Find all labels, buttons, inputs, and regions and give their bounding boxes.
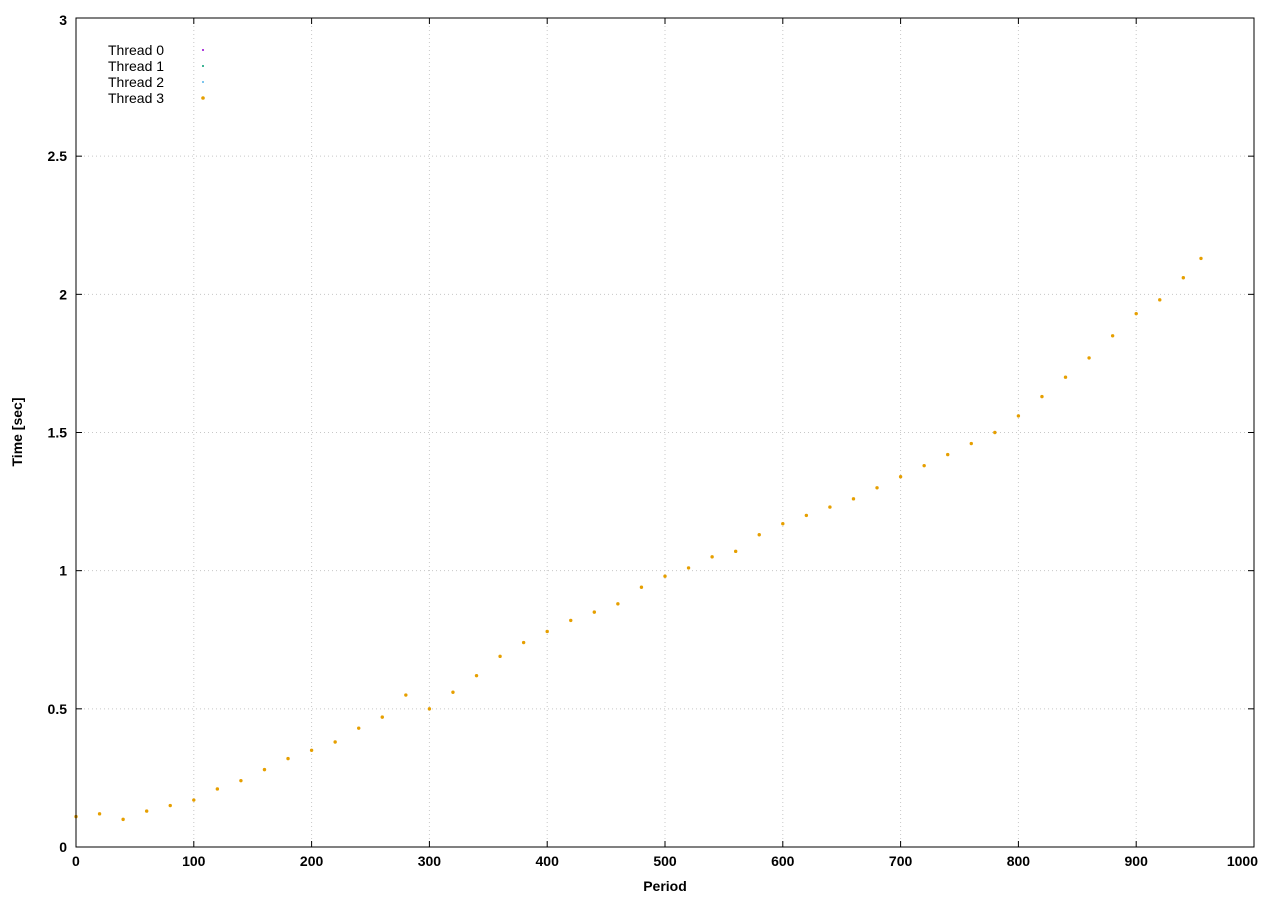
- data-points: [74, 256, 1203, 822]
- y-axis-title: Time [sec]: [9, 398, 25, 467]
- x-tick-label: 100: [182, 853, 206, 869]
- data-point: [781, 521, 785, 526]
- axis-ticks: 0 100 200 300 400 500 600 700 800 900 1000 0 0.5 1 1.5…: [48, 12, 1259, 869]
- x-tick-label: 600: [771, 853, 795, 869]
- data-point: [309, 748, 314, 752]
- legend-label: Thread 2: [108, 74, 164, 90]
- x-tick-label: 200: [300, 853, 324, 869]
- data-point: [1181, 276, 1186, 280]
- legend-label: Thread 0: [108, 42, 164, 58]
- data-point: [898, 475, 903, 479]
- data-point: [498, 654, 502, 659]
- data-point: [121, 817, 125, 822]
- data-point: [215, 787, 220, 791]
- data-point: [380, 715, 384, 719]
- legend-label: Thread 1: [108, 58, 164, 74]
- data-point: [1158, 298, 1162, 302]
- legend-marker: [202, 81, 204, 83]
- data-point: [993, 430, 997, 435]
- data-point: [521, 640, 526, 645]
- y-tick-label: 1.5: [48, 425, 68, 441]
- y-tick-label: 0.5: [48, 701, 68, 717]
- data-point: [333, 740, 337, 744]
- data-point: [733, 549, 738, 554]
- x-tick-label: 700: [889, 853, 913, 869]
- legend-marker: [201, 96, 205, 100]
- series-thread-1: [75, 257, 1202, 821]
- data-point: [804, 513, 809, 518]
- data-point: [262, 767, 267, 772]
- data-point: [451, 690, 455, 694]
- data-point: [616, 602, 620, 606]
- data-point: [1087, 356, 1091, 360]
- y-tick-label: 3: [59, 12, 67, 28]
- x-tick-label: 500: [653, 853, 677, 869]
- data-point: [1199, 256, 1203, 261]
- data-point: [144, 809, 149, 813]
- data-point: [1016, 414, 1021, 418]
- y-tick-label: 0: [59, 839, 67, 855]
- y-tick-label: 2: [59, 286, 67, 302]
- data-point: [757, 533, 761, 537]
- data-point: [474, 673, 479, 678]
- series-thread-3: [74, 256, 1203, 822]
- x-tick-label: 0: [72, 853, 80, 869]
- x-tick-label: 1000: [1227, 853, 1258, 869]
- legend-marker: [202, 65, 204, 67]
- data-point: [851, 497, 856, 501]
- data-point: [239, 778, 243, 783]
- data-point: [639, 585, 644, 589]
- data-point: [357, 726, 361, 730]
- data-point: [710, 555, 714, 559]
- data-point: [969, 441, 973, 446]
- x-tick-label: 800: [1007, 853, 1031, 869]
- grid: [76, 18, 1254, 847]
- y-tick-label: 2.5: [48, 148, 68, 164]
- data-point: [946, 452, 950, 457]
- x-tick-label: 300: [418, 853, 442, 869]
- x-tick-label: 900: [1125, 853, 1149, 869]
- data-point: [663, 574, 667, 578]
- data-point: [592, 610, 597, 614]
- legend-marker: [202, 49, 204, 51]
- series-thread-0: [75, 257, 1202, 821]
- data-point: [686, 566, 691, 570]
- legend-label: Thread 3: [108, 90, 164, 106]
- data-point: [1134, 311, 1138, 316]
- data-point: [828, 505, 832, 509]
- data-point: [286, 756, 290, 761]
- data-point: [97, 812, 102, 816]
- series-thread-2: [75, 257, 1202, 821]
- data-point: [545, 629, 549, 634]
- data-point: [569, 618, 573, 623]
- data-point: [168, 803, 172, 808]
- data-point: [192, 798, 196, 802]
- x-tick-label: 400: [536, 853, 560, 869]
- data-point: [922, 463, 926, 468]
- data-point: [875, 486, 879, 490]
- data-point: [427, 707, 432, 711]
- y-tick-label: 1: [59, 563, 67, 579]
- data-point: [1063, 375, 1068, 379]
- data-point: [1040, 394, 1044, 399]
- data-point: [404, 693, 408, 697]
- data-point: [1110, 334, 1115, 338]
- x-axis-title: Period: [643, 878, 687, 894]
